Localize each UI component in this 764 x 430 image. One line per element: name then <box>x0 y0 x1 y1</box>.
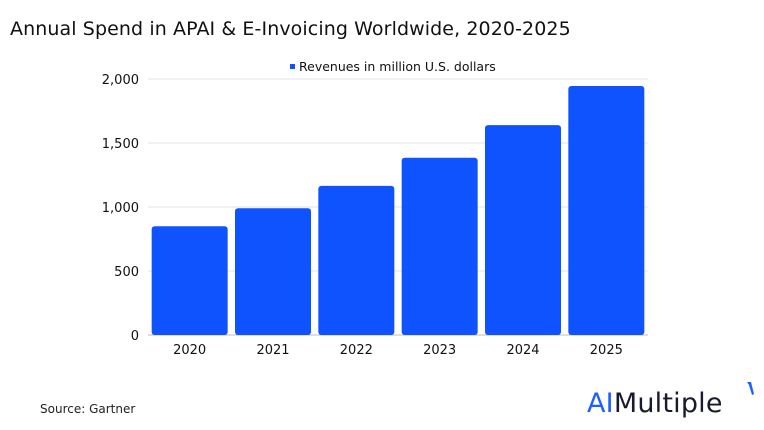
x-tick-label: 2023 <box>423 343 456 358</box>
bar <box>151 226 228 335</box>
y-tick-label: 2,000 <box>102 73 139 88</box>
bar <box>235 208 311 335</box>
legend-swatch <box>290 64 295 69</box>
logo-prefix: AI <box>587 388 614 419</box>
x-tick-label: 2024 <box>506 343 539 358</box>
logo-spark-icon <box>747 382 754 395</box>
y-tick-label: 500 <box>114 265 139 280</box>
legend-label: Revenues in million U.S. dollars <box>299 59 496 74</box>
y-tick-label: 0 <box>131 329 139 344</box>
x-tick-label: 2025 <box>590 343 623 358</box>
bar <box>568 86 645 335</box>
logo-suffix: Multiple <box>613 388 723 419</box>
chart-title: Annual Spend in APAI & E-Invoicing World… <box>10 18 571 40</box>
bar <box>401 157 478 335</box>
y-tick-label: 1,000 <box>102 201 139 216</box>
bar <box>318 185 395 335</box>
x-tick-label: 2022 <box>340 343 373 358</box>
y-tick-label: 1,500 <box>102 137 139 152</box>
source-note: Source: Gartner <box>40 402 136 416</box>
x-tick-label: 2020 <box>173 343 206 358</box>
x-tick-label: 2021 <box>256 343 289 358</box>
aimultiple-logo: AIMultiple <box>587 382 754 419</box>
bar <box>485 125 561 335</box>
